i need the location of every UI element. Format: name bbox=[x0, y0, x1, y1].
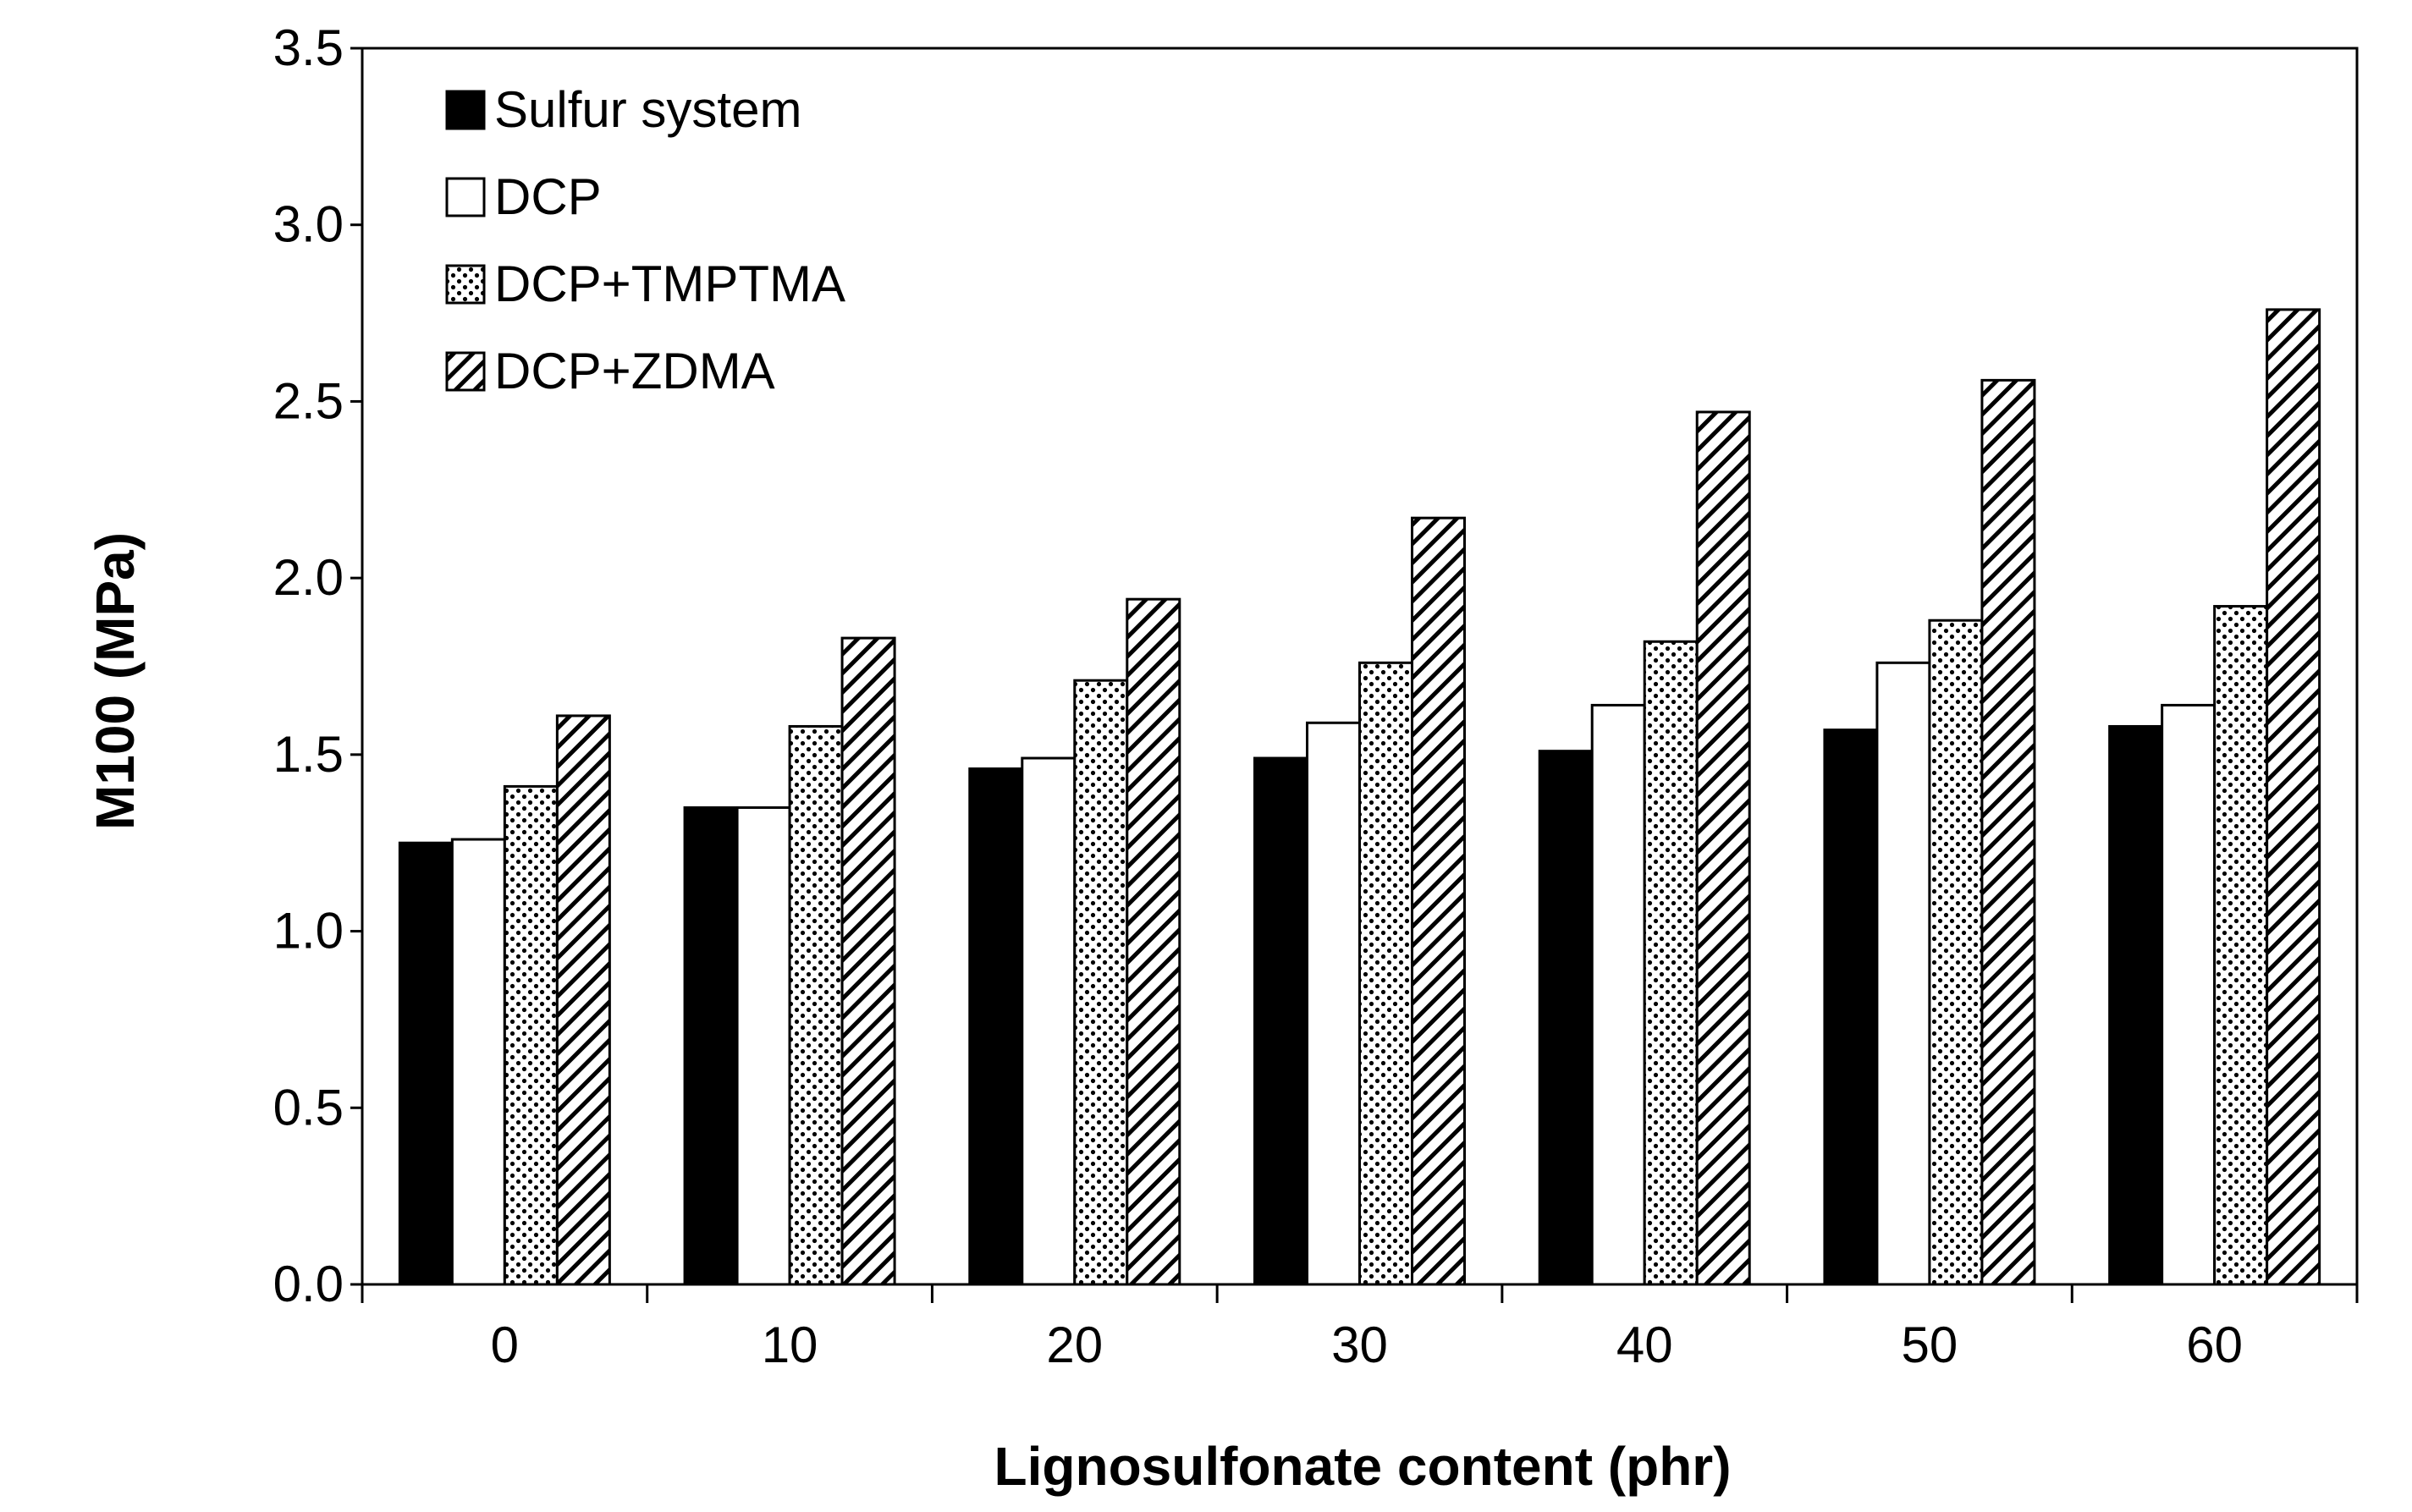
legend-label-sulfur-system: Sulfur system bbox=[494, 81, 801, 138]
bar-dcp-0 bbox=[450, 838, 506, 1286]
legend-swatch-dcp bbox=[445, 177, 486, 217]
bar-sulfur-system-20 bbox=[968, 767, 1024, 1286]
axes-layer bbox=[350, 47, 2359, 1303]
x-tick-label: 20 bbox=[1046, 1317, 1103, 1373]
x-tick-labels: 0 10 20 30 40 50 60 bbox=[491, 1317, 2243, 1373]
bar-dcp-zdma-50 bbox=[1980, 378, 2036, 1286]
x-tick-label: 60 bbox=[2186, 1317, 2243, 1373]
bar-sulfur-system-60 bbox=[2108, 724, 2164, 1286]
bar-sulfur-system-50 bbox=[1823, 729, 1879, 1286]
y-tick-label: 2.0 bbox=[273, 549, 344, 606]
y-tick-label: 3.0 bbox=[273, 196, 344, 253]
bar-dcp-20 bbox=[1021, 756, 1077, 1286]
bar-sulfur-system-0 bbox=[398, 841, 454, 1286]
x-tick-label: 30 bbox=[1331, 1317, 1388, 1373]
bar-dcp-zdma-20 bbox=[1126, 597, 1181, 1286]
bar-dcp-10 bbox=[735, 805, 791, 1286]
bar-sulfur-system-10 bbox=[683, 805, 739, 1286]
y-tick-label: 3.5 bbox=[273, 19, 344, 76]
y-tick-labels: 0.0 0.5 1.0 1.5 2.0 2.5 3.0 3.5 bbox=[273, 19, 344, 1312]
x-tick-label: 50 bbox=[1902, 1317, 1958, 1373]
bar-dcp-zdma-0 bbox=[555, 714, 611, 1286]
bar-dcp-tmptma-0 bbox=[503, 784, 559, 1286]
bar-dcp-30 bbox=[1306, 721, 1361, 1286]
bar-dcp-60 bbox=[2161, 703, 2217, 1286]
legend-label-dcp-zdma: DCP+ZDMA bbox=[494, 343, 775, 399]
legend-swatch-sulfur-system bbox=[445, 90, 486, 130]
bar-dcp-tmptma-60 bbox=[2213, 605, 2269, 1286]
bar-dcp-tmptma-30 bbox=[1358, 661, 1413, 1286]
legend-swatch-dcp-zdma bbox=[445, 351, 486, 392]
legend-label-dcp: DCP bbox=[494, 168, 602, 225]
x-tick-label: 0 bbox=[491, 1317, 519, 1373]
bar-dcp-50 bbox=[1875, 661, 1931, 1286]
bars-layer bbox=[398, 308, 2321, 1286]
legend: Sulfur system DCP DCP+TMPTMA DCP+ZDMA bbox=[445, 81, 845, 399]
bar-dcp-zdma-60 bbox=[2266, 308, 2321, 1286]
plot-frame bbox=[361, 47, 2359, 1286]
legend-label-dcp-tmptma: DCP+TMPTMA bbox=[494, 256, 845, 312]
bar-sulfur-system-30 bbox=[1253, 756, 1308, 1286]
y-tick-label: 1.0 bbox=[273, 903, 344, 959]
bar-dcp-40 bbox=[1590, 703, 1646, 1286]
bar-dcp-zdma-40 bbox=[1695, 410, 1751, 1286]
legend-swatch-dcp-tmptma bbox=[445, 264, 486, 305]
bar-dcp-tmptma-10 bbox=[788, 724, 844, 1286]
y-tick-label: 2.5 bbox=[273, 372, 344, 429]
y-tick-label: 0.0 bbox=[273, 1256, 344, 1312]
bar-dcp-zdma-30 bbox=[1411, 516, 1466, 1286]
bar-dcp-tmptma-40 bbox=[1643, 640, 1699, 1286]
x-axis-title: Lignosulfonate content (phr) bbox=[994, 1436, 1732, 1497]
y-axis-title: M100 (MPa) bbox=[85, 532, 146, 830]
bar-dcp-tmptma-50 bbox=[1928, 619, 1984, 1286]
y-tick-label: 0.5 bbox=[273, 1079, 344, 1135]
x-tick-label: 40 bbox=[1616, 1317, 1673, 1373]
x-tick-label: 10 bbox=[762, 1317, 818, 1373]
bar-sulfur-system-40 bbox=[1538, 750, 1594, 1286]
bar-dcp-zdma-10 bbox=[840, 636, 896, 1286]
y-tick-label: 1.5 bbox=[273, 726, 344, 783]
bar-dcp-tmptma-20 bbox=[1073, 679, 1129, 1286]
